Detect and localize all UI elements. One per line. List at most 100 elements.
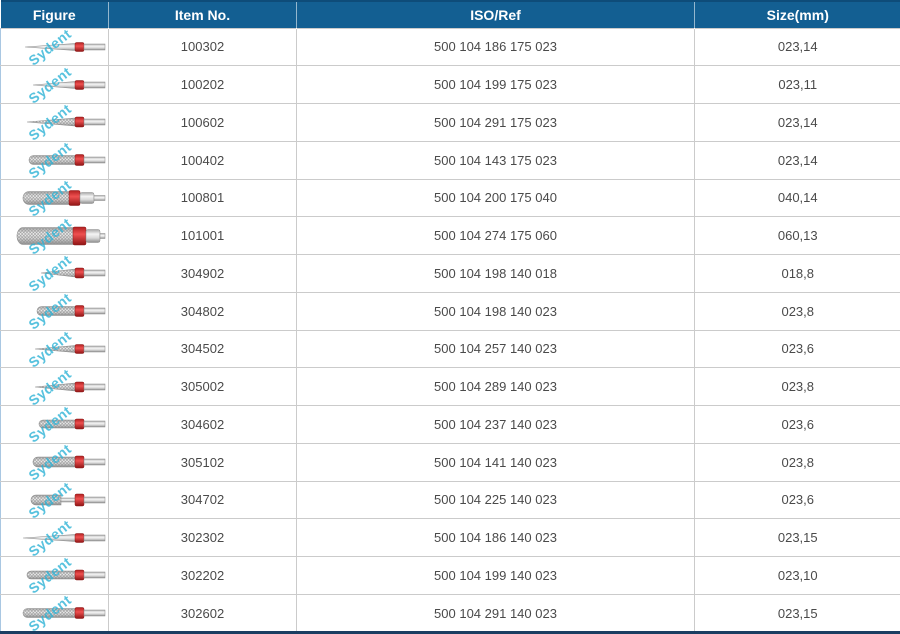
col-header-figure: Figure [0,0,109,28]
header-row: Figure Item No. ISO/Ref Size(mm) [0,0,900,28]
bottom-bar [0,631,900,634]
bur-figure-icon [26,570,105,581]
size-cell: 023,15 [694,518,900,557]
table-row: Sydent 304702 500 104 225 140 023 023,6 [0,478,900,521]
size-cell: 023,14 [694,141,900,180]
figure-cell: Sydent [0,554,109,597]
figure-cell: Sydent [0,592,109,634]
item-no-cell: 304602 [108,405,297,444]
bur-figure-icon [34,344,105,354]
bur-figure-icon [22,190,105,206]
item-no-cell: 304702 [108,481,297,520]
table-header: Figure Item No. ISO/Ref Size(mm) [0,0,900,28]
iso-ref-cell: 500 104 274 175 060 [296,216,695,255]
table-row: Sydent 100302 500 104 186 175 023 023,14 [0,25,900,68]
size-cell: 040,14 [694,179,900,218]
item-no-cell: 302302 [108,518,297,557]
bur-figure-icon [36,305,105,317]
bur-figure-icon [32,79,105,90]
col-header-size: Size(mm) [694,0,900,28]
figure-cell: Sydent [0,214,109,257]
table-row: Sydent 302202 500 104 199 140 023 023,10 [0,554,900,597]
size-cell: 023,8 [694,367,900,406]
item-no-cell: 100801 [108,179,297,218]
iso-ref-cell: 500 104 186 140 023 [296,518,695,557]
bur-figure-icon [24,42,105,52]
figure-cell: Sydent [0,327,109,370]
item-no-cell: 304902 [108,254,297,293]
table-row: Sydent 304802 500 104 198 140 023 023,8 [0,290,900,333]
size-cell: 023,6 [694,405,900,444]
iso-ref-cell: 500 104 257 140 023 [296,330,695,369]
item-no-cell: 305002 [108,367,297,406]
size-cell: 023,8 [694,443,900,482]
figure-cell: Sydent [0,516,109,559]
size-cell: 023,10 [694,556,900,595]
figure-cell: Sydent [0,101,109,144]
table-body: Sydent 100302 500 104 186 175 023 023,14… [0,25,900,634]
item-no-cell: 302202 [108,556,297,595]
item-no-cell: 101001 [108,216,297,255]
table-row: Sydent 101001 500 104 274 175 060 060,13 [0,214,900,257]
iso-ref-cell: 500 104 141 140 023 [296,443,695,482]
table-row: Sydent 100602 500 104 291 175 023 023,14 [0,101,900,144]
iso-ref-cell: 500 104 225 140 023 [296,481,695,520]
figure-cell: Sydent [0,365,109,408]
bur-figure-icon [30,493,105,507]
table-row: Sydent 304602 500 104 237 140 023 023,6 [0,403,900,446]
iso-ref-cell: 500 104 186 175 023 [296,27,695,67]
iso-ref-cell: 500 104 198 140 018 [296,254,695,293]
size-cell: 023,8 [694,292,900,331]
size-cell: 023,6 [694,481,900,520]
figure-cell: Sydent [0,478,109,521]
table-row: Sydent 305002 500 104 289 140 023 023,8 [0,365,900,408]
table-row: Sydent 304502 500 104 257 140 023 023,6 [0,327,900,370]
col-header-iso-ref: ISO/Ref [296,0,695,28]
item-no-cell: 305102 [108,443,297,482]
bur-figure-icon [22,532,105,543]
item-no-cell: 304802 [108,292,297,331]
figure-cell: Sydent [0,63,109,106]
figure-cell: Sydent [0,139,109,182]
size-cell: 023,6 [694,330,900,369]
col-header-item-no: Item No. [108,0,297,28]
iso-ref-cell: 500 104 291 140 023 [296,594,695,633]
item-no-cell: 100202 [108,65,297,104]
iso-ref-cell: 500 104 199 140 023 [296,556,695,595]
size-cell: 023,14 [694,103,900,142]
figure-cell: Sydent [0,25,109,68]
item-no-cell: 100302 [108,27,297,67]
size-cell: 023,14 [694,27,900,67]
item-no-cell: 304502 [108,330,297,369]
iso-ref-cell: 500 104 200 175 040 [296,179,695,218]
item-no-cell: 302602 [108,594,297,633]
table-row: Sydent 100202 500 104 199 175 023 023,11 [0,63,900,106]
iso-ref-cell: 500 104 199 175 023 [296,65,695,104]
iso-ref-cell: 500 104 143 175 023 [296,141,695,180]
size-cell: 023,15 [694,594,900,633]
figure-cell: Sydent [0,176,109,219]
iso-ref-cell: 500 104 237 140 023 [296,405,695,444]
bur-figure-icon [26,117,105,128]
bur-figure-icon [38,419,105,430]
table-row: Sydent 304902 500 104 198 140 018 018,8 [0,252,900,295]
table-row: Sydent 302602 500 104 291 140 023 023,15 [0,592,900,634]
table-row: Sydent 305102 500 104 141 140 023 023,8 [0,441,900,484]
table-row: Sydent 100801 500 104 200 175 040 040,14 [0,176,900,219]
bur-figure-icon [28,154,105,166]
bur-figure-icon [16,226,105,245]
table-row: Sydent 100402 500 104 143 175 023 023,14 [0,139,900,182]
iso-ref-cell: 500 104 291 175 023 [296,103,695,142]
iso-ref-cell: 500 104 289 140 023 [296,367,695,406]
bur-figure-icon [34,381,105,392]
bur-figure-icon [22,607,105,619]
item-no-cell: 100602 [108,103,297,142]
figure-cell: Sydent [0,252,109,295]
bur-figure-icon [40,268,105,279]
size-cell: 023,11 [694,65,900,104]
table-row: Sydent 302302 500 104 186 140 023 023,15 [0,516,900,559]
figure-cell: Sydent [0,290,109,333]
bur-figure-icon [32,455,105,469]
